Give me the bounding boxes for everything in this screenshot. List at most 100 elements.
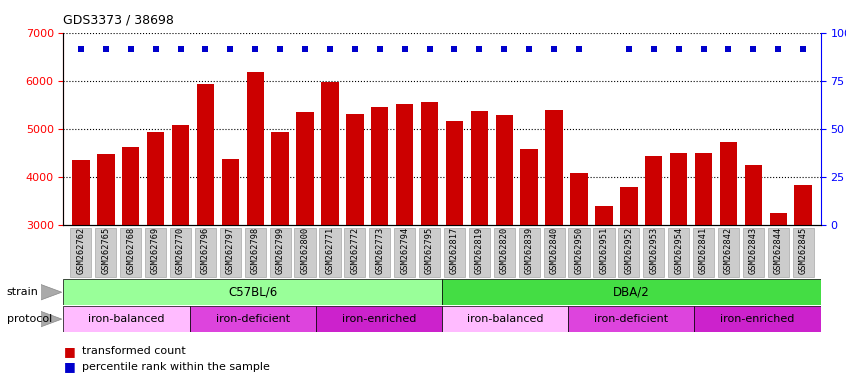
Text: GSM262817: GSM262817: [450, 226, 459, 273]
Text: GSM262839: GSM262839: [525, 226, 534, 273]
Bar: [145, 228, 166, 277]
Bar: [695, 306, 821, 332]
Bar: [190, 306, 316, 332]
Text: GSM262954: GSM262954: [674, 226, 684, 273]
Bar: [695, 153, 712, 225]
Bar: [321, 82, 338, 225]
Bar: [371, 107, 388, 225]
Bar: [770, 213, 787, 225]
Text: GSM262798: GSM262798: [250, 226, 260, 273]
Text: GSM262845: GSM262845: [799, 226, 808, 273]
Bar: [596, 207, 613, 225]
Text: GSM262797: GSM262797: [226, 226, 235, 273]
Bar: [693, 228, 714, 277]
Bar: [670, 153, 687, 225]
Bar: [494, 228, 515, 277]
Text: iron-balanced: iron-balanced: [467, 314, 543, 324]
Bar: [718, 228, 739, 277]
Bar: [546, 111, 563, 225]
Bar: [246, 72, 264, 225]
Text: GSM262843: GSM262843: [749, 226, 758, 273]
Bar: [170, 228, 191, 277]
Bar: [444, 228, 465, 277]
Bar: [294, 228, 316, 277]
Bar: [122, 147, 140, 225]
Text: GSM262769: GSM262769: [151, 226, 160, 273]
Text: GSM262820: GSM262820: [500, 226, 508, 273]
Text: iron-deficient: iron-deficient: [594, 314, 668, 324]
Bar: [147, 132, 164, 225]
Bar: [620, 187, 638, 225]
Bar: [569, 228, 590, 277]
Text: GSM262819: GSM262819: [475, 226, 484, 273]
Text: GSM262770: GSM262770: [176, 226, 185, 273]
Text: percentile rank within the sample: percentile rank within the sample: [82, 362, 270, 372]
Text: GSM262951: GSM262951: [600, 226, 608, 273]
Text: GSM262800: GSM262800: [300, 226, 310, 273]
Text: iron-enriched: iron-enriched: [720, 314, 794, 324]
Bar: [520, 149, 538, 225]
Text: GSM262794: GSM262794: [400, 226, 409, 273]
Text: GSM262771: GSM262771: [326, 226, 334, 273]
Bar: [767, 228, 788, 277]
Bar: [270, 228, 291, 277]
Bar: [63, 306, 190, 332]
Bar: [272, 132, 288, 225]
Bar: [369, 228, 390, 277]
Bar: [668, 228, 689, 277]
Bar: [442, 306, 569, 332]
Text: GSM262768: GSM262768: [126, 226, 135, 273]
Bar: [120, 228, 141, 277]
Bar: [96, 228, 117, 277]
Text: GSM262840: GSM262840: [550, 226, 558, 273]
Text: GSM262842: GSM262842: [724, 226, 733, 273]
Bar: [519, 228, 540, 277]
Bar: [543, 228, 564, 277]
Bar: [496, 115, 513, 225]
Text: ■: ■: [63, 345, 75, 358]
Bar: [70, 228, 91, 277]
Bar: [743, 228, 764, 277]
Text: ■: ■: [63, 360, 75, 373]
Bar: [469, 228, 490, 277]
Bar: [222, 159, 239, 225]
Bar: [419, 228, 440, 277]
Bar: [394, 228, 415, 277]
Text: GSM262844: GSM262844: [774, 226, 783, 273]
Text: GSM262772: GSM262772: [350, 226, 360, 273]
Bar: [195, 228, 216, 277]
Bar: [446, 121, 464, 225]
Bar: [794, 185, 812, 225]
Text: protocol: protocol: [7, 314, 52, 324]
Text: GSM262795: GSM262795: [425, 226, 434, 273]
Bar: [296, 113, 314, 225]
Text: GSM262773: GSM262773: [376, 226, 384, 273]
Bar: [97, 154, 114, 225]
Text: GSM262799: GSM262799: [276, 226, 284, 273]
Text: DBA/2: DBA/2: [613, 286, 650, 299]
Text: GSM262762: GSM262762: [76, 226, 85, 273]
Bar: [470, 111, 488, 225]
Bar: [244, 228, 266, 277]
Text: strain: strain: [7, 287, 39, 297]
Text: GSM262841: GSM262841: [699, 226, 708, 273]
Bar: [569, 306, 695, 332]
Text: iron-deficient: iron-deficient: [216, 314, 290, 324]
Bar: [593, 228, 614, 277]
Bar: [316, 306, 442, 332]
Text: GSM262765: GSM262765: [102, 226, 110, 273]
Polygon shape: [41, 311, 62, 327]
Text: transformed count: transformed count: [82, 346, 186, 356]
Bar: [744, 165, 762, 225]
Bar: [220, 228, 241, 277]
Text: iron-balanced: iron-balanced: [88, 314, 165, 324]
Bar: [72, 160, 90, 225]
Bar: [344, 228, 365, 277]
Bar: [442, 279, 821, 305]
Bar: [643, 228, 664, 277]
Bar: [720, 142, 737, 225]
Text: GSM262950: GSM262950: [574, 226, 584, 273]
Text: C57BL/6: C57BL/6: [228, 286, 277, 299]
Bar: [320, 228, 341, 277]
Bar: [618, 228, 640, 277]
